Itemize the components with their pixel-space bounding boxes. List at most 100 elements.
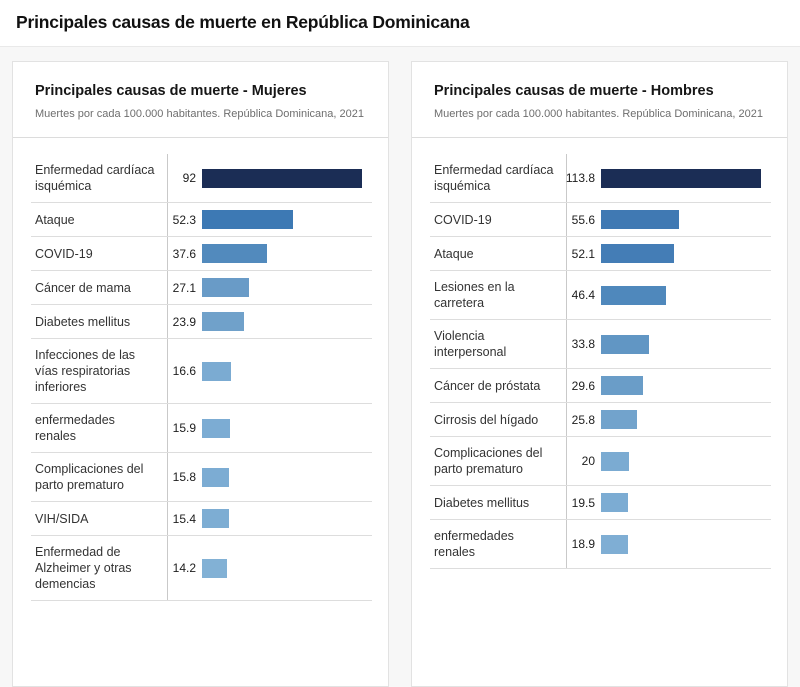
value-bar [202, 278, 249, 297]
cause-label: Cáncer de próstata [430, 369, 567, 402]
value-bar [601, 376, 643, 395]
cause-value: 14.2 [172, 561, 196, 575]
cause-value: 29.6 [571, 378, 595, 393]
page-title: Principales causas de muerte en Repúblic… [16, 12, 470, 32]
cause-label: Ataque [31, 203, 168, 236]
table-row: COVID-19 55.6 [430, 203, 771, 237]
cause-label: VIH/SIDA [31, 502, 168, 535]
table-row: Cáncer de próstata 29.6 [430, 369, 771, 403]
table-row: Ataque 52.1 [430, 237, 771, 271]
cause-value: 20 [581, 454, 595, 468]
value-bar [601, 210, 679, 229]
bar-cell [600, 437, 771, 485]
cause-label: Cáncer de mama [31, 271, 168, 304]
value-bar [202, 509, 229, 528]
table-row: Diabetes mellitus 19.5 [430, 486, 771, 520]
value-bar [601, 534, 628, 554]
bar-cell [201, 154, 372, 202]
charts-container: Principales causas de muerte - Mujeres M… [0, 47, 800, 687]
cause-value: 25.8 [571, 412, 595, 427]
table-row: VIH/SIDA 15.4 [31, 502, 372, 536]
value-bar [202, 418, 230, 438]
bar-cell [201, 203, 372, 236]
bar-cell [600, 369, 771, 402]
value-bar [202, 361, 231, 381]
chart-header: Principales causas de muerte - Mujeres M… [13, 62, 388, 138]
table-row: enfermedades renales 18.9 [430, 520, 771, 569]
table-row: COVID-19 37.6 [31, 237, 372, 271]
cause-value: 52.1 [571, 246, 595, 261]
value-bar [601, 410, 637, 429]
cause-label: Enfermedad cardíaca isquémica [430, 154, 567, 202]
value-bar [202, 244, 267, 263]
bar-cell [201, 502, 372, 535]
cause-label: enfermedades renales [31, 404, 168, 452]
value-bar [202, 168, 362, 188]
cause-value: 55.6 [571, 212, 595, 227]
cause-value: 33.8 [571, 337, 595, 351]
cause-value: 15.4 [172, 511, 196, 526]
cause-value: 92 [182, 171, 196, 185]
bar-cell [201, 339, 372, 403]
table-row: Cáncer de mama 27.1 [31, 271, 372, 305]
value-bar [601, 334, 649, 354]
cause-label: enfermedades renales [430, 520, 567, 568]
bar-table: Enfermedad cardíaca isquémica 92 Ataque 52.… [31, 154, 372, 601]
cause-value: 18.9 [571, 537, 595, 551]
table-row: Infecciones de las vías respiratorias in… [31, 339, 372, 404]
bar-cell [201, 271, 372, 304]
table-row: enfermedades renales 15.9 [31, 404, 372, 453]
value-bar [601, 168, 761, 188]
value-bar [202, 312, 244, 331]
cause-label: Diabetes mellitus [31, 305, 168, 338]
bar-cell [600, 203, 771, 236]
table-row: Lesiones en la carretera 46.4 [430, 271, 771, 320]
table-row: Ataque 52.3 [31, 203, 372, 237]
bar-cell [201, 305, 372, 338]
table-row: Complicaciones del parto prematuro 20 [430, 437, 771, 486]
cause-value: 15.9 [172, 421, 196, 435]
page-header: Principales causas de muerte en Repúblic… [0, 0, 800, 47]
cause-label: Lesiones en la carretera [430, 271, 567, 319]
value-bar [601, 493, 628, 512]
cause-value: 113.8 [565, 171, 595, 185]
value-bar [202, 210, 293, 229]
value-bar [202, 558, 227, 578]
cause-label: Violencia interpersonal [430, 320, 567, 368]
cause-label: Enfermedad cardíaca isquémica [31, 154, 168, 202]
table-row: Violencia interpersonal 33.8 [430, 320, 771, 369]
bar-table: Enfermedad cardíaca isquémica 113.8 COVID-… [430, 154, 771, 569]
cause-value: 46.4 [571, 288, 595, 302]
cause-label: Infecciones de las vías respiratorias in… [31, 339, 168, 403]
table-row: Diabetes mellitus 23.9 [31, 305, 372, 339]
bar-cell [600, 486, 771, 519]
value-bar [601, 451, 629, 471]
cause-value: 27.1 [172, 280, 196, 295]
cause-value: 16.6 [172, 364, 196, 378]
bar-cell [600, 403, 771, 436]
bar-cell [201, 404, 372, 452]
chart-subtitle: Muertes por cada 100.000 habitantes. Rep… [434, 108, 763, 120]
chart-title: Principales causas de muerte - Mujeres [35, 83, 307, 99]
chart-header: Principales causas de muerte - Hombres M… [412, 62, 787, 138]
bar-cell [600, 271, 771, 319]
value-bar [601, 244, 674, 263]
bar-cell [201, 536, 372, 600]
table-row: Cirrosis del hígado 25.8 [430, 403, 771, 437]
bar-cell [600, 320, 771, 368]
cause-label: Complicaciones del parto prematuro [31, 453, 168, 501]
table-row: Enfermedad de Alzheimer y otras demencia… [31, 536, 372, 601]
cause-value: 52.3 [172, 212, 196, 227]
cause-label: Diabetes mellitus [430, 486, 567, 519]
value-bar [601, 285, 666, 305]
chart-card-hombres: Principales causas de muerte - Hombres M… [411, 61, 788, 687]
cause-label: COVID-19 [31, 237, 168, 270]
cause-label: COVID-19 [430, 203, 567, 236]
bar-cell [600, 520, 771, 568]
bar-cell [600, 154, 771, 202]
value-bar [202, 467, 229, 487]
cause-value: 19.5 [571, 495, 595, 510]
chart-subtitle: Muertes por cada 100.000 habitantes. Rep… [35, 108, 364, 120]
cause-label: Ataque [430, 237, 567, 270]
cause-value: 37.6 [172, 246, 196, 261]
